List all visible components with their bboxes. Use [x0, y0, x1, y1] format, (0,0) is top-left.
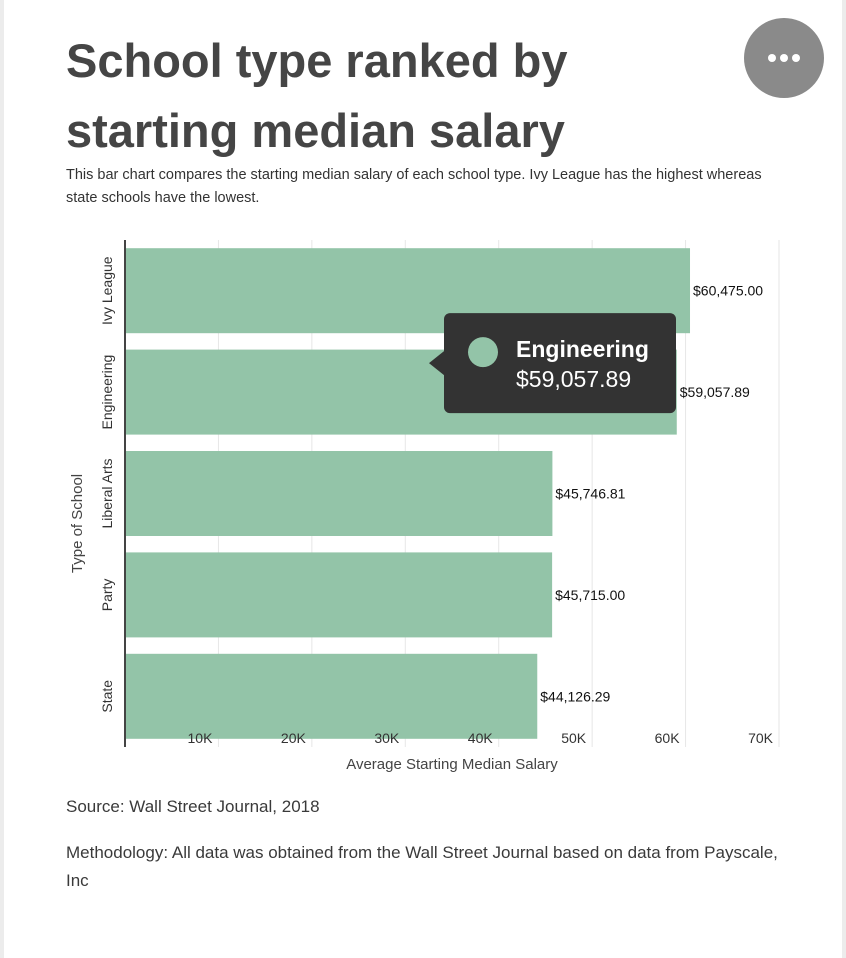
bar[interactable] — [126, 552, 553, 638]
source-note: Source: Wall Street Journal, 2018 — [66, 797, 320, 816]
methodology-note: Methodology: All data was obtained from … — [66, 843, 778, 890]
bar[interactable] — [126, 653, 538, 739]
x-tick-label: 40K — [468, 730, 494, 746]
x-tick-label: 50K — [561, 730, 587, 746]
x-tick-label: 20K — [281, 730, 307, 746]
category-tick-label: Liberal Arts — [99, 458, 115, 528]
category-tick-label: Party — [99, 579, 115, 612]
x-tick-label: 60K — [655, 730, 681, 746]
chart-subtitle: This bar chart compares the starting med… — [66, 167, 762, 206]
more-options-button[interactable] — [744, 18, 824, 98]
tooltip-value: $59,057.89 — [516, 366, 631, 392]
tooltip-pointer — [429, 351, 444, 376]
bar[interactable] — [126, 451, 553, 536]
chart-title: School type ranked by starting median sa… — [66, 34, 568, 157]
data-label: $45,746.81 — [555, 486, 625, 502]
category-tick-label: Engineering — [99, 355, 115, 430]
x-tick-label: 10K — [188, 730, 214, 746]
category-tick-label: State — [99, 680, 115, 713]
page-frame-left — [0, 0, 4, 958]
more-horizontal-icon — [768, 54, 800, 62]
data-label: $44,126.29 — [540, 688, 610, 704]
x-tick-label: 30K — [374, 730, 400, 746]
data-label: $59,057.89 — [680, 384, 750, 400]
page-frame-right — [842, 0, 846, 958]
x-tick-label: 70K — [748, 730, 774, 746]
data-label: $45,715.00 — [555, 587, 625, 603]
bar-chart: $60,475.00 Ivy League $59,057.89 Engineerin… — [69, 240, 780, 773]
tooltip-category: Engineering — [516, 336, 649, 362]
y-axis-title: Type of School — [69, 474, 86, 573]
tooltip-swatch — [468, 337, 498, 368]
x-axis-title: Average Starting Median Salary — [346, 756, 558, 773]
category-tick-label: Ivy League — [99, 256, 115, 325]
data-label: $60,475.00 — [693, 283, 763, 299]
tooltip-box — [444, 313, 676, 414]
